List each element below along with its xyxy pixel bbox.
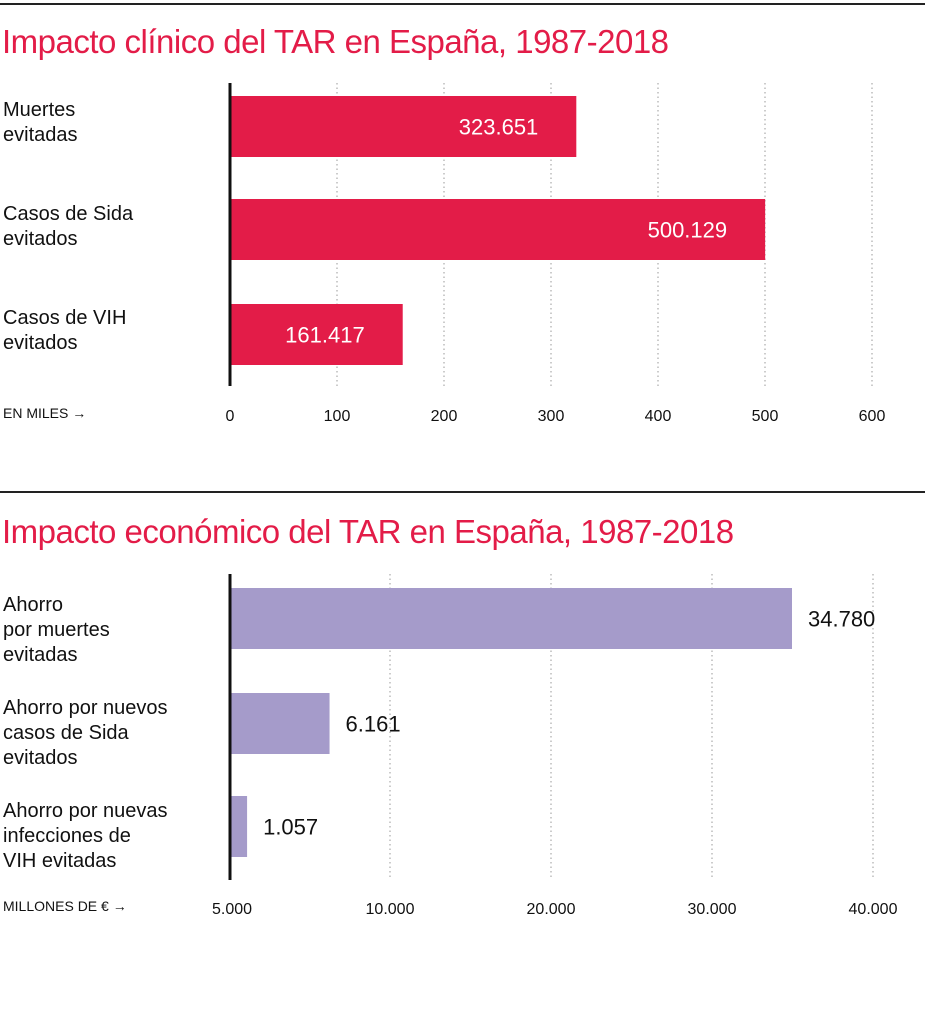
- tick-label: 40.000: [849, 901, 898, 918]
- bar-value-label: 34.780: [808, 607, 875, 632]
- bar: [230, 796, 247, 857]
- category-label-line: evitados: [3, 746, 168, 771]
- category-label-line: Ahorro: [3, 593, 110, 618]
- category-label-line: VIH evitadas: [3, 849, 168, 874]
- axis-unit-label: MILLONES DE € →: [3, 898, 127, 914]
- category-label-line: Casos de Sida: [3, 202, 133, 227]
- category-label-line: por muertes: [3, 618, 110, 643]
- category-label-line: Ahorro por nuevos: [3, 696, 168, 721]
- bar-value-label: 6.161: [346, 712, 401, 737]
- category-label: Ahorro por muertes evitadas: [3, 593, 110, 668]
- bar: [230, 588, 792, 649]
- tick-label: 5.000: [212, 901, 252, 918]
- category-label-line: Muertes: [3, 98, 78, 123]
- category-label: Muertes evitadas: [3, 98, 78, 148]
- category-label: Casos de Sida evitados: [3, 202, 133, 252]
- category-label: Ahorro por nuevos casos de Sida evitados: [3, 696, 168, 771]
- category-label: Casos de VIH evitados: [3, 306, 126, 356]
- tick-label: 20.000: [527, 901, 576, 918]
- category-label-line: evitados: [3, 227, 133, 252]
- category-label-line: evitadas: [3, 643, 110, 668]
- category-label-line: infecciones de: [3, 824, 168, 849]
- category-label-line: evitadas: [3, 123, 78, 148]
- category-label: Ahorro por nuevas infecciones de VIH evita…: [3, 799, 168, 874]
- category-label-line: casos de Sida: [3, 721, 168, 746]
- axis-unit-label: EN MILES →: [3, 405, 86, 421]
- tick-label: 10.000: [366, 901, 415, 918]
- bar-value-label: 1.057: [263, 815, 318, 840]
- category-label-line: Ahorro por nuevas: [3, 799, 168, 824]
- tick-label: 30.000: [688, 901, 737, 918]
- category-label-line: Casos de VIH: [3, 306, 126, 331]
- category-label-line: evitados: [3, 331, 126, 356]
- bar: [230, 693, 330, 754]
